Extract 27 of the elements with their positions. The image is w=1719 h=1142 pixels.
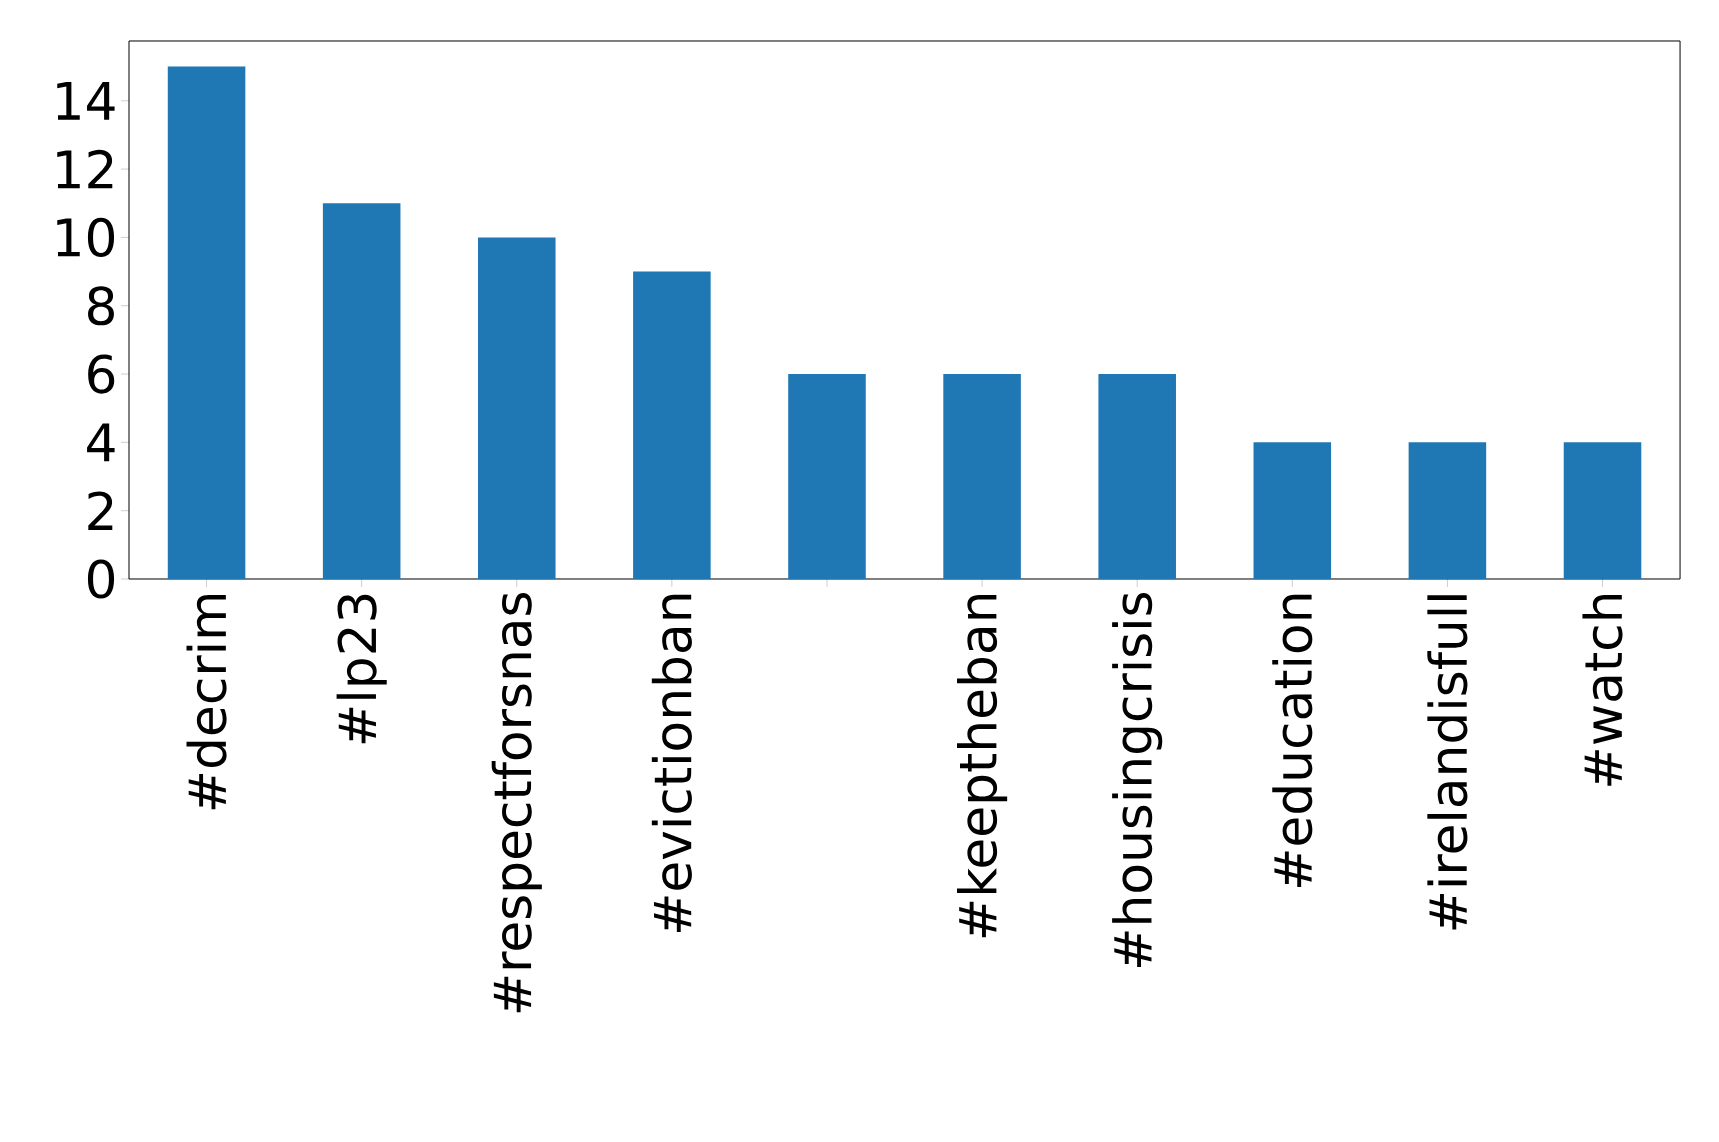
y-tick-label: 14 [57,81,115,120]
bar [1408,442,1487,579]
x-tick-label: #irelandisfull [1427,595,1468,930]
x-tick-label: #education [1272,594,1313,887]
y-tick-label: 4 [87,423,115,462]
bar [1563,442,1642,579]
x-tick-label: #evictionban [651,594,692,933]
bar [788,374,866,579]
bar [167,66,246,579]
x-tick-label: #respectforsnas [491,592,542,1013]
x-tick-label: #housingcrisis [1112,592,1163,967]
x-tick-label: #watch [1582,594,1623,786]
x-tick-label: #lp23 [336,594,387,744]
y-tick-label: 0 [87,559,115,599]
bar [477,237,556,579]
y-tick-label: 2 [88,491,113,530]
bar [322,203,401,579]
bar [633,271,711,579]
x-tick-label: #decrim [186,594,227,810]
y-tick-label: 6 [88,354,115,394]
bar [943,374,1021,579]
y-tick-label: 12 [57,149,113,189]
x-tick-label: #keeptheban [957,594,1008,938]
bar [1253,442,1332,579]
y-tick-label: 10 [57,217,115,257]
y-tick-label: 8 [88,286,114,326]
bar [1098,374,1176,579]
